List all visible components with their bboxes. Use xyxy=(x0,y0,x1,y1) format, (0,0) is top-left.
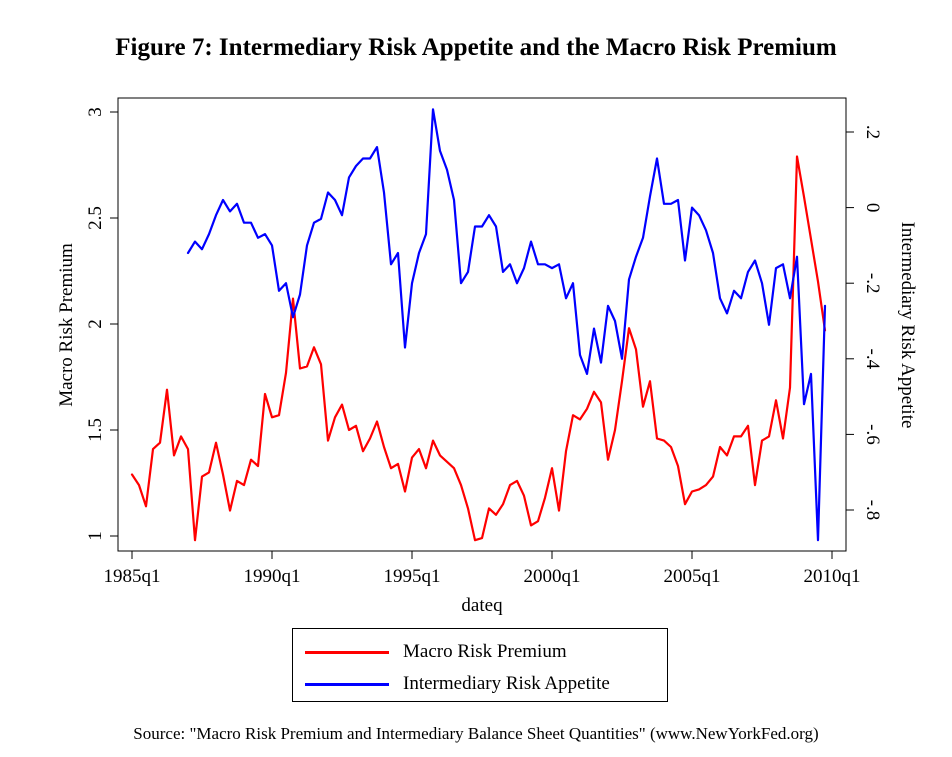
legend-label: Intermediary Risk Appetite xyxy=(403,673,610,694)
y-right-tick-label: -.2 xyxy=(862,273,883,294)
line-chart: 1985q1 1990q1 1995q1 2000q1 2005q1 2010q1 1 1.… xyxy=(56,97,918,616)
legend-item-macro-risk-premium: Macro Risk Premium xyxy=(305,640,567,664)
legend-label: Macro Risk Premium xyxy=(403,641,567,662)
legend-item-intermediary-risk-appetite: Intermediary Risk Appetite xyxy=(305,672,610,696)
series-layer xyxy=(130,108,827,542)
y-left-tick-label: 3 xyxy=(85,107,106,117)
x-tick-label: 2010q1 xyxy=(804,566,861,587)
legend-swatch-blue xyxy=(305,682,389,686)
y-right-tick-label: -.8 xyxy=(862,500,883,521)
y-right-tick-label: 0 xyxy=(862,203,883,213)
y-axis-left: 1 1.5 2 2.5 3 xyxy=(85,107,118,541)
x-axis: 1985q1 1990q1 1995q1 2000q1 2005q1 2010q1 xyxy=(104,551,861,587)
source-note: Source: "Macro Risk Premium and Intermed… xyxy=(133,724,819,743)
y-left-tick-label: 2.5 xyxy=(85,206,106,230)
chart-title: Figure 7: Intermediary Risk Appetite and… xyxy=(115,34,837,61)
y-right-tick-label: -.4 xyxy=(862,349,883,370)
y-axis-right-label: Intermediary Risk Appetite xyxy=(897,222,918,429)
y-axis-left-label: Macro Risk Premium xyxy=(56,243,77,407)
y-left-tick-label: 2 xyxy=(85,319,106,329)
legend: Macro Risk Premium Intermediary Risk App… xyxy=(292,628,668,702)
y-axis-right: -.8 -.6 -.4 -.2 0 .2 xyxy=(846,125,883,520)
y-right-tick-label: .2 xyxy=(862,125,883,139)
plot-frame xyxy=(117,97,847,552)
x-tick-label: 2005q1 xyxy=(664,566,721,587)
x-tick-label: 1985q1 xyxy=(104,566,161,587)
x-axis-label: dateq xyxy=(461,595,503,616)
x-tick-label: 2000q1 xyxy=(524,566,581,587)
legend-swatch-red xyxy=(305,650,389,654)
y-left-tick-label: 1 xyxy=(85,531,106,541)
macro-risk-premium-line xyxy=(130,155,827,542)
y-right-tick-label: -.6 xyxy=(862,424,883,445)
x-tick-label: 1990q1 xyxy=(244,566,301,587)
x-tick-label: 1995q1 xyxy=(384,566,441,587)
intermediary-risk-appetite-line xyxy=(186,108,827,542)
y-left-tick-label: 1.5 xyxy=(85,418,106,442)
